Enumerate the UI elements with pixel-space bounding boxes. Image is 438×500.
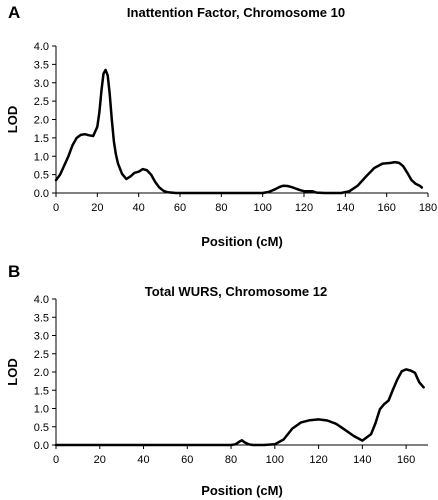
x-tick-label: 20 (94, 454, 106, 466)
chart-title: Total WURS, Chromosome 12 (145, 284, 328, 299)
y-tick-label: 4.0 (34, 294, 49, 306)
y-tick-label: 3.5 (34, 59, 49, 71)
y-tick-label: 2.0 (34, 115, 49, 127)
y-tick-label: 3.0 (34, 331, 49, 343)
x-tick-label: 40 (137, 454, 149, 466)
y-tick-label: 0.5 (34, 170, 49, 182)
x-axis-title: Position (cM) (201, 483, 283, 498)
x-tick-label: 180 (419, 202, 437, 214)
y-tick-label: 1.5 (34, 133, 49, 145)
x-tick-label: 140 (336, 202, 354, 214)
x-tick-label: 80 (225, 454, 237, 466)
x-tick-label: 160 (397, 454, 415, 466)
x-tick-label: 100 (266, 454, 284, 466)
x-axis-title: Position (cM) (201, 234, 283, 249)
x-tick-label: 120 (295, 202, 313, 214)
x-tick-label: 160 (377, 202, 395, 214)
x-tick-label: 20 (91, 202, 103, 214)
y-tick-label: 1.0 (34, 151, 49, 163)
y-tick-label: 2.5 (34, 96, 49, 108)
y-tick-label: 1.0 (34, 404, 49, 416)
x-tick-label: 60 (181, 454, 193, 466)
x-tick-label: 80 (215, 202, 227, 214)
chart-title: Inattention Factor, Chromosome 10 (127, 5, 345, 20)
y-tick-label: 2.0 (34, 367, 49, 379)
panel-letter: A (8, 3, 20, 22)
x-tick-label: 60 (174, 202, 186, 214)
y-axis-title: LOD (5, 358, 20, 385)
x-tick-label: 0 (53, 454, 59, 466)
y-tick-label: 2.5 (34, 349, 49, 361)
x-tick-label: 40 (133, 202, 145, 214)
x-tick-label: 0 (53, 202, 59, 214)
panel-letter: B (8, 262, 20, 281)
lod-curve (54, 368, 425, 447)
x-tick-label: 120 (309, 454, 327, 466)
y-tick-label: 0.5 (34, 422, 49, 434)
y-tick-label: 1.5 (34, 385, 49, 397)
y-tick-label: 3.0 (34, 78, 49, 90)
x-tick-label: 140 (353, 454, 371, 466)
y-axis-title: LOD (5, 106, 20, 133)
lod-curve (54, 68, 424, 195)
y-tick-label: 3.5 (34, 312, 49, 324)
x-tick-label: 100 (253, 202, 271, 214)
y-tick-label: 0.0 (34, 188, 49, 200)
y-tick-label: 0.0 (34, 440, 49, 452)
y-tick-label: 4.0 (34, 41, 49, 53)
